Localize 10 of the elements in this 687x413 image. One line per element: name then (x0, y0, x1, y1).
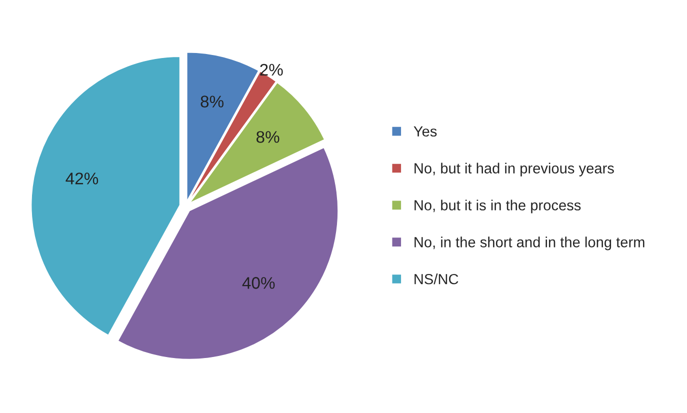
legend-label: NS/NC (414, 274, 458, 284)
legend-label: Yes (414, 126, 437, 137)
legend-label: No, in the short and in the long term (414, 236, 644, 250)
data-label: 2% (260, 64, 283, 76)
data-label: 40% (242, 277, 275, 289)
legend-label: No, but it is in the process (414, 200, 581, 214)
data-label: 42% (66, 172, 98, 184)
legend-label: No, but it had in previous years (414, 162, 614, 176)
data-label: 8% (200, 96, 224, 108)
data-label: 8% (256, 131, 280, 143)
